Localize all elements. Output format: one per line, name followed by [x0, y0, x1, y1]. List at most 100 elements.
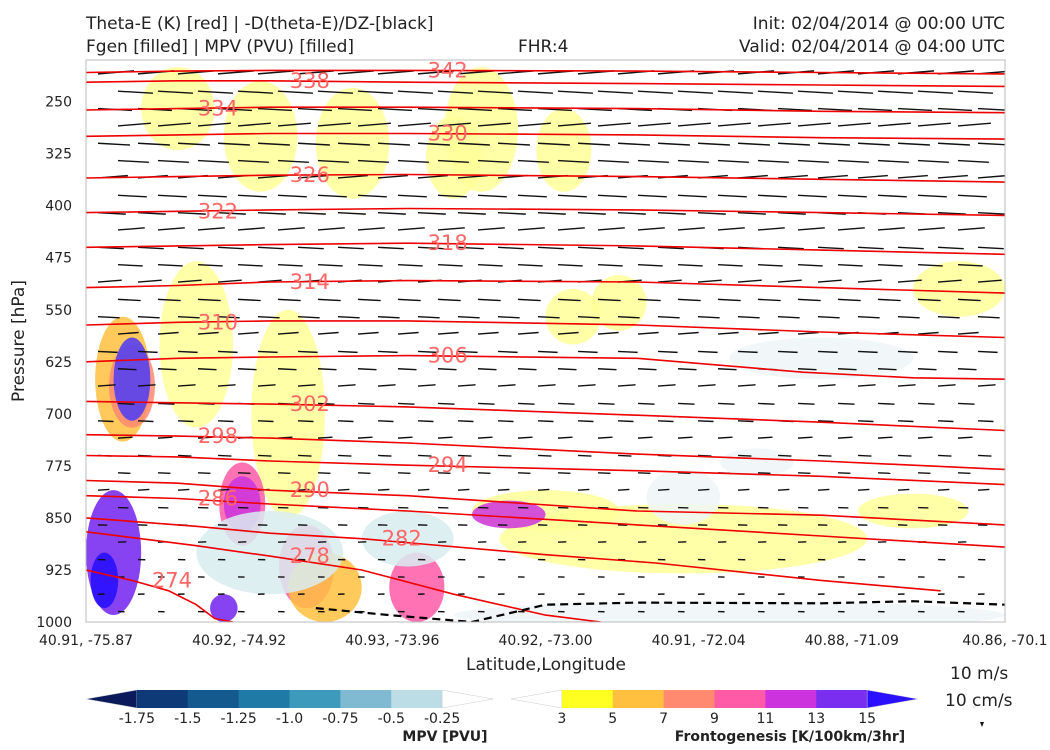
- theta-e-contour: [86, 279, 1005, 294]
- wind-arrow: [377, 246, 404, 250]
- wind-arrow: [497, 454, 512, 457]
- wind-arrow: [117, 298, 141, 302]
- wind-arrow: [857, 384, 876, 387]
- wind-arrow: [337, 107, 372, 112]
- y-axis-ticks: 250 325 400 475 550 625 700 775 850 925 1000: [36, 95, 72, 631]
- wind-arrow: [657, 246, 684, 250]
- wind-arrow: [557, 194, 587, 198]
- wind-arrow: [217, 384, 236, 387]
- wind-arrow: [737, 142, 770, 146]
- wind-arrow: [937, 350, 958, 354]
- y-tick-label: 850: [45, 511, 72, 527]
- wind-arrow: [977, 246, 1004, 250]
- wind-arrow: [417, 211, 446, 215]
- wind-arrow: [357, 402, 375, 405]
- wind-arrows-layer: [97, 70, 1005, 613]
- x-tick-label: 40.86, -70.1: [962, 633, 1047, 649]
- wind-arrow: [897, 142, 930, 146]
- wind-arrow: [297, 174, 328, 179]
- y-tick-label: 250: [45, 95, 72, 111]
- wind-arrow: [597, 298, 621, 302]
- colorbar-cap: [85, 689, 138, 709]
- filled-region: [591, 275, 647, 331]
- wind-arrow: [697, 279, 722, 283]
- wind-arrow: [237, 472, 251, 475]
- wind-arrow: [157, 436, 173, 439]
- wind-arrow: [817, 420, 834, 423]
- wind-arrow: [437, 263, 463, 267]
- wind-arrow: [557, 159, 589, 163]
- wind-arrow: [677, 436, 693, 439]
- wind-arrow: [557, 368, 577, 371]
- wind-arrow: [577, 142, 610, 146]
- wind-arrow: [117, 436, 133, 439]
- wind-arrow: [377, 142, 410, 146]
- wind-arrow: [297, 350, 318, 354]
- wind-arrow: [897, 454, 912, 457]
- wind-arrow: [857, 246, 884, 250]
- wind-arrow: [297, 70, 335, 75]
- wind-arrow: [197, 331, 219, 335]
- colorbar-swatch: [612, 690, 665, 708]
- wind-arrow: [777, 316, 800, 319]
- wind-arrow: [317, 90, 354, 94]
- x-tick-label: 40.91, -75.87: [39, 633, 133, 649]
- wind-arrow: [537, 316, 560, 319]
- wind-arrow: [357, 159, 389, 163]
- wind-arrow: [137, 246, 164, 250]
- wind-arrow: [177, 246, 204, 250]
- wind-arrow: [817, 384, 836, 387]
- wind-arrow: [717, 159, 749, 163]
- wind-arrow: [577, 246, 604, 250]
- colorbar-cap: [510, 689, 563, 709]
- wind-arrow: [557, 263, 583, 267]
- wind-arrow: [217, 488, 230, 491]
- wind-arrow: [277, 298, 301, 302]
- colorbar-swatch: [663, 690, 715, 708]
- colorbar-tick-label: 7: [659, 711, 668, 727]
- wind-arrow: [197, 298, 221, 302]
- wind-arrow: [517, 402, 535, 405]
- wind-arrow: [297, 107, 332, 112]
- wind-arrow: [797, 298, 821, 302]
- filled-region: [453, 601, 1005, 622]
- wind-arrow: [837, 159, 869, 163]
- wind-arrow: [197, 368, 217, 371]
- wind-arrow: [897, 420, 914, 423]
- wind-arrow: [797, 402, 815, 405]
- mpv-colorbar-title: MPV [PVU]: [402, 729, 487, 745]
- wind-arrow: [577, 488, 590, 491]
- wind-arrow: [777, 211, 806, 215]
- wind-arrow: [177, 211, 206, 215]
- colorbar-tick-label: 5: [608, 711, 617, 727]
- wind-arrow: [337, 316, 360, 319]
- wind-arrow: [697, 316, 720, 319]
- wind-arrow: [757, 472, 771, 475]
- wind-arrow: [937, 384, 956, 387]
- wind-arrow: [477, 368, 497, 371]
- wind-arrow: [237, 122, 271, 127]
- theta-e-contour: [86, 242, 1005, 256]
- wind-arrow: [417, 350, 438, 354]
- wind-arrow: [597, 436, 613, 439]
- wind-arrow: [757, 122, 791, 127]
- wind-arrow: [657, 488, 670, 491]
- wind-arrow: [837, 402, 855, 405]
- wind-arrow: [97, 350, 118, 354]
- filled-region: [545, 288, 601, 345]
- filled-region: [444, 66, 518, 192]
- wind-arrow: [857, 279, 882, 283]
- wind-arrow: [237, 298, 261, 302]
- wind-arrow: [557, 90, 594, 94]
- wind-arrow: [197, 194, 227, 198]
- wind-arrow: [837, 227, 865, 231]
- x-tick-label: 40.92, -74.92: [192, 633, 286, 649]
- wind-arrow: [417, 488, 430, 491]
- wind-arrow: [917, 122, 951, 127]
- colorbar-swatch: [289, 690, 341, 708]
- wind-arrow: [297, 246, 324, 250]
- wind-arrow: [917, 472, 931, 475]
- wind-arrow: [577, 420, 594, 423]
- colorbar-tick-label: -1.0: [276, 711, 303, 727]
- wind-arrow: [357, 436, 373, 439]
